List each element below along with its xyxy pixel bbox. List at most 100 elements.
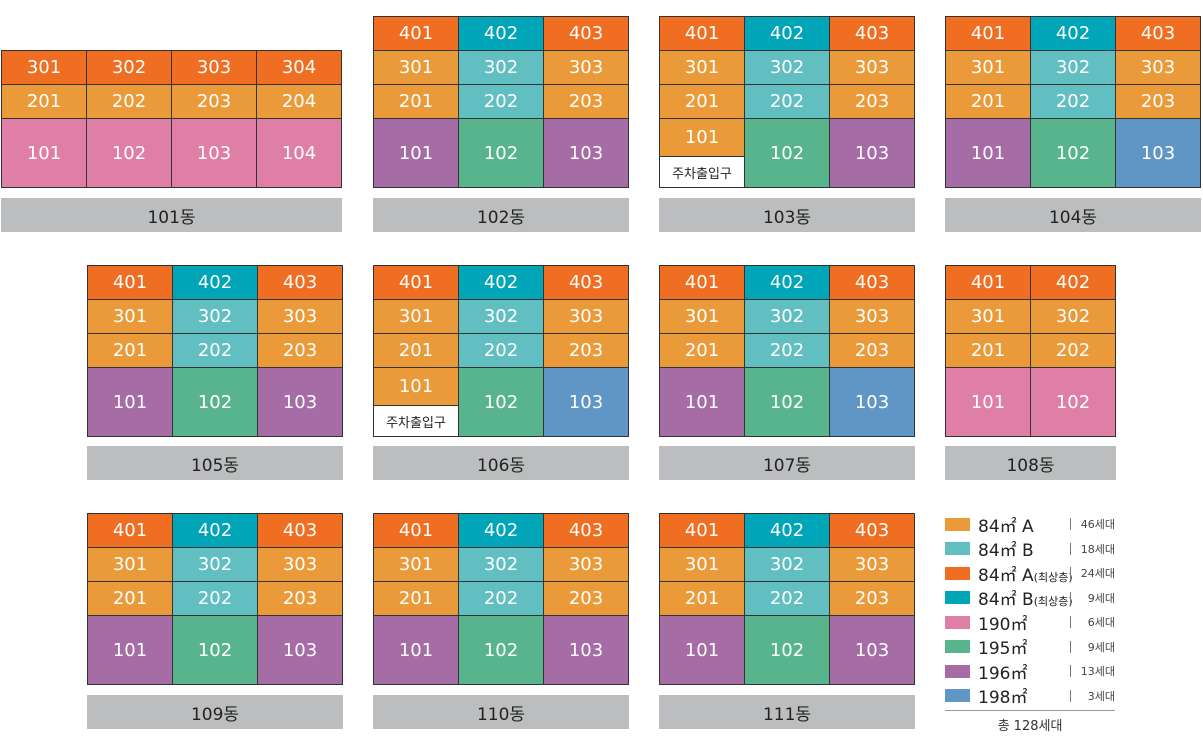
legend-count: 3세대 <box>1087 689 1115 703</box>
unit-cell: 202 <box>458 333 544 368</box>
unit-number: 101 <box>684 639 720 661</box>
floor-row: 201 202 203 <box>373 84 629 119</box>
unit-cell: 102 <box>172 615 258 685</box>
unit-cell: 303 <box>829 547 915 582</box>
parking-entrance-label: 주차출입구 <box>660 156 744 187</box>
unit-number: 203 <box>568 588 604 609</box>
unit-cell: 403 <box>257 513 343 548</box>
unit-number: 101 <box>970 391 1006 413</box>
legend-item: 190㎡ 6세대 <box>945 610 1115 635</box>
unit-cell: 203 <box>543 333 629 368</box>
unit-cell: 401 <box>87 265 173 300</box>
unit-number: 103 <box>568 639 604 661</box>
unit-number: 103 <box>282 639 318 661</box>
unit-cell: 202 <box>744 84 830 119</box>
legend-count: 6세대 <box>1087 616 1115 630</box>
building-label: 104동 <box>945 198 1201 232</box>
unit-number: 303 <box>568 306 604 327</box>
building-label: 107동 <box>659 446 915 480</box>
unit-number: 303 <box>282 554 318 575</box>
unit-cell: 303 <box>829 299 915 334</box>
unit-number: 203 <box>854 91 890 112</box>
unit-cell: 102 <box>744 118 830 188</box>
building-8: 401 402 301 302 201 202 101 102 <box>945 265 1116 437</box>
unit-cell: 302 <box>458 50 544 85</box>
unit-number: 101 <box>112 391 148 413</box>
unit-cell: 204 <box>256 84 342 119</box>
unit-number: 303 <box>854 554 890 575</box>
unit-cell: 302 <box>458 547 544 582</box>
floor-row: 401 402 403 <box>945 16 1201 51</box>
unit-number: 103 <box>1140 142 1176 164</box>
unit-number: 403 <box>282 272 318 293</box>
floor-row: 401 402 403 <box>659 265 915 300</box>
unit-number: 202 <box>483 340 519 361</box>
unit-cell: 401 <box>373 265 459 300</box>
unit-number: 102 <box>1055 142 1091 164</box>
unit-number: 202 <box>197 340 233 361</box>
floor-row: 101 102 <box>945 367 1116 437</box>
unit-number: 302 <box>1055 306 1091 327</box>
unit-number: 102 <box>483 391 519 413</box>
building-6: 401 402 403 301 302 303 201 202 203 101 주차출입구 102 10… <box>373 265 629 437</box>
unit-number: 402 <box>769 520 805 541</box>
unit-cell: 202 <box>458 581 544 616</box>
floor-row: 201 202 203 <box>373 581 629 616</box>
unit-cell: 302 <box>744 50 830 85</box>
building-label: 110동 <box>373 695 629 729</box>
legend-divider <box>1070 689 1071 702</box>
unit-number: 103 <box>568 391 604 413</box>
unit-cell: 201 <box>87 333 173 368</box>
legend-swatch <box>945 664 970 678</box>
unit-number: 302 <box>1055 57 1091 78</box>
unit-number: 203 <box>568 340 604 361</box>
unit-number: 403 <box>568 520 604 541</box>
unit-cell: 101 <box>87 615 173 685</box>
unit-cell: 101 <box>1 118 87 188</box>
unit-cell: 401 <box>373 16 459 51</box>
legend-divider <box>1070 567 1071 580</box>
unit-cell: 102 <box>1030 367 1116 437</box>
building-label: 102동 <box>373 198 629 232</box>
legend-swatch <box>945 517 970 531</box>
parking-entrance-label: 주차출입구 <box>374 405 458 436</box>
unit-cell: 101 주차출입구 <box>373 367 459 437</box>
unit-number: 102 <box>483 142 519 164</box>
unit-cell: 303 <box>829 50 915 85</box>
unit-number: 303 <box>282 306 318 327</box>
unit-cell: 303 <box>171 50 257 85</box>
floor-row: 201 202 203 <box>373 333 629 368</box>
unit-number: 201 <box>112 340 148 361</box>
building-10: 401 402 403 301 302 303 201 202 203 101 102 103 <box>373 513 629 685</box>
legend-note: (최상층) <box>1033 595 1073 609</box>
legend-item: 196㎡ 13세대 <box>945 659 1115 684</box>
legend-count: 9세대 <box>1087 591 1115 605</box>
legend-size-text: 190㎡ <box>978 614 1028 635</box>
unit-cell: 202 <box>1030 84 1116 119</box>
unit-number: 303 <box>1140 57 1176 78</box>
unit-number: 302 <box>483 554 519 575</box>
unit-number: 104 <box>281 142 317 164</box>
unit-cell: 102 <box>86 118 172 188</box>
unit-number: 301 <box>398 57 434 78</box>
unit-number: 101 <box>398 142 434 164</box>
unit-number: 102 <box>197 639 233 661</box>
unit-cell: 301 <box>945 299 1031 334</box>
unit-number: 401 <box>398 23 434 44</box>
unit-cell: 303 <box>1115 50 1201 85</box>
unit-number: 202 <box>197 588 233 609</box>
unit-cell: 302 <box>1030 50 1116 85</box>
building-label: 109동 <box>87 695 343 729</box>
unit-number: 401 <box>112 272 148 293</box>
unit-number: 403 <box>854 520 890 541</box>
floor-row: 301 302 303 <box>87 547 343 582</box>
unit-cell: 401 <box>659 16 745 51</box>
legend-item: 195㎡ 9세대 <box>945 635 1115 659</box>
unit-number: 201 <box>26 91 62 112</box>
unit-number: 401 <box>970 272 1006 293</box>
building-label: 103동 <box>659 198 915 232</box>
unit-number: 301 <box>26 57 62 78</box>
unit-number: 401 <box>684 23 720 44</box>
unit-cell: 203 <box>171 84 257 119</box>
unit-number: 401 <box>684 520 720 541</box>
